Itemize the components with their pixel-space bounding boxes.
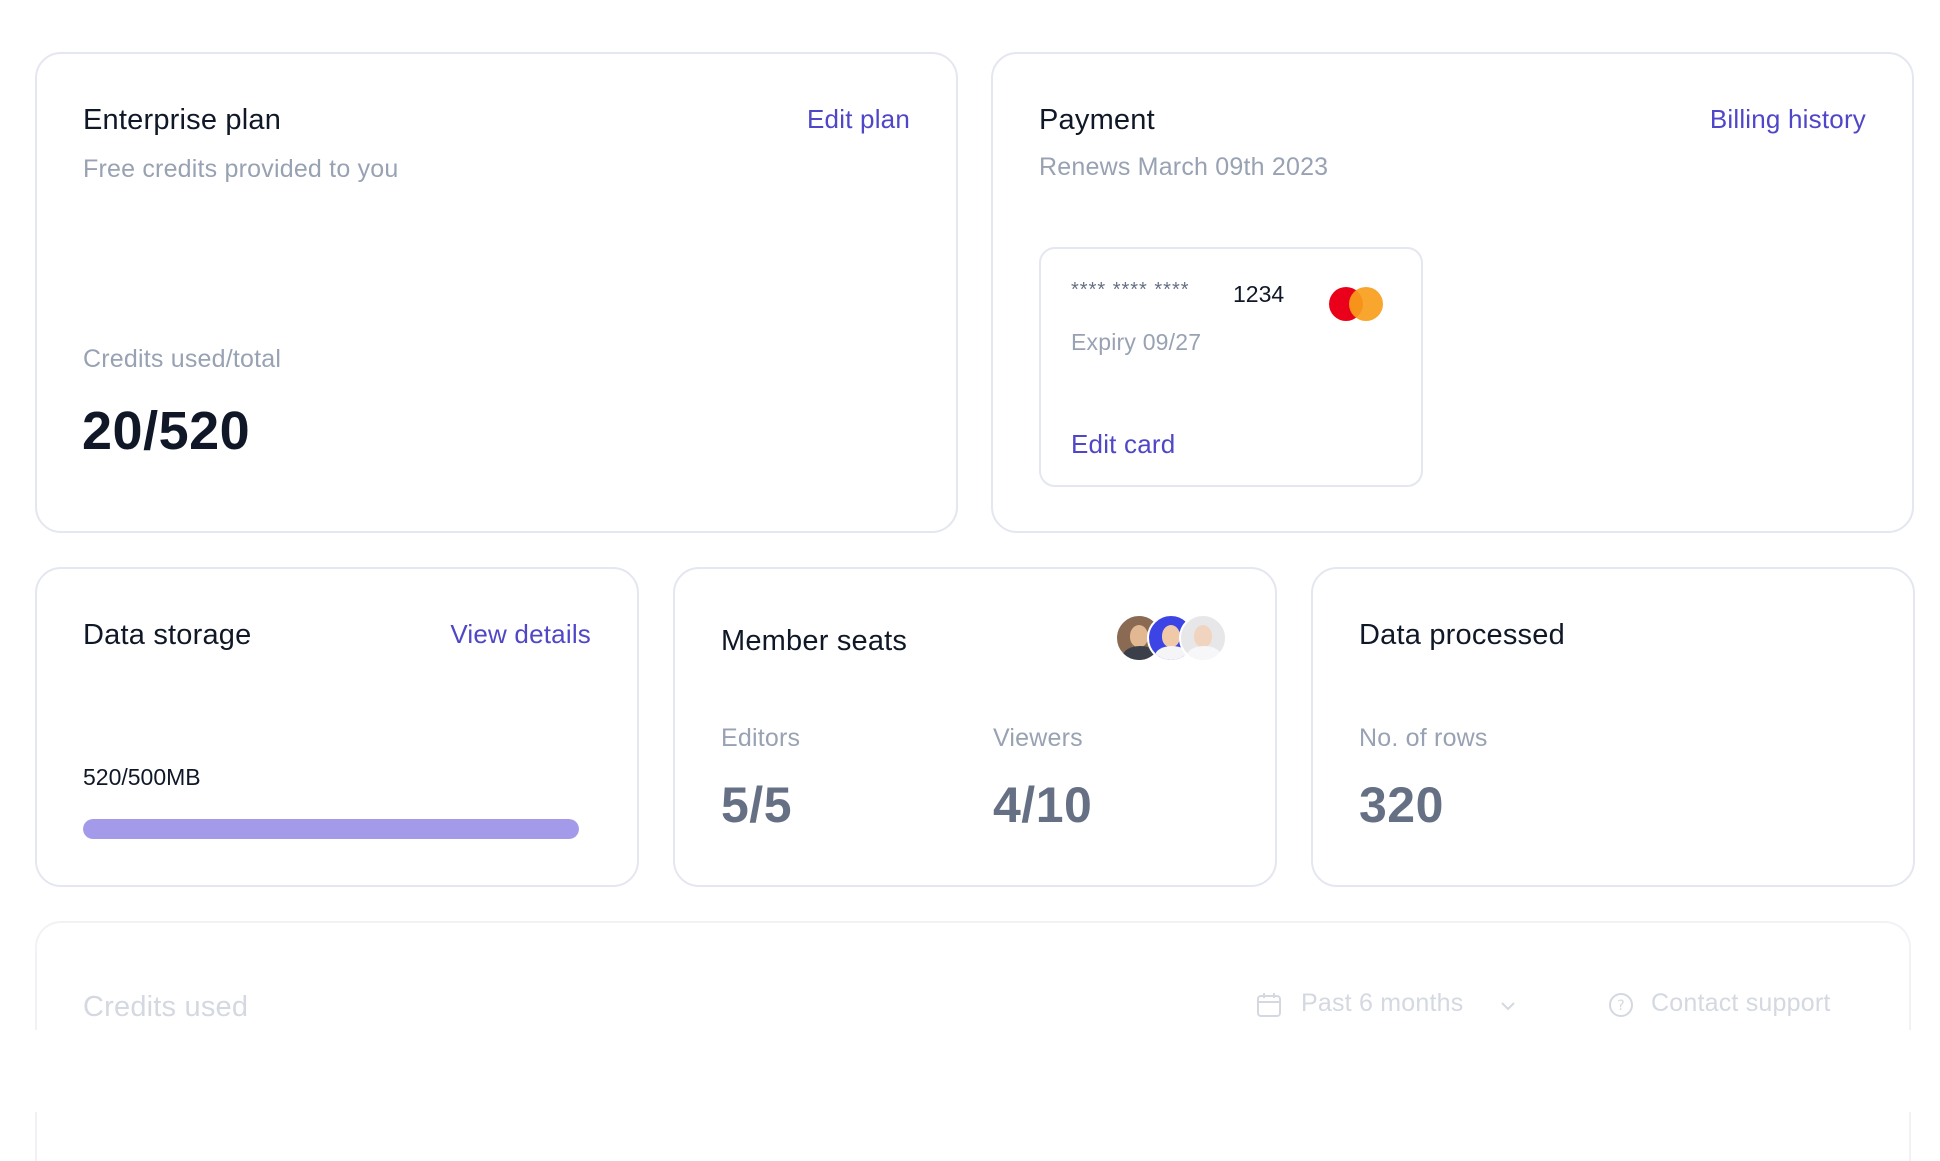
- storage-progress-bar: [83, 819, 579, 839]
- storage-usage: 520/500MB: [83, 764, 201, 790]
- credit-card: **** **** **** 1234 Expiry 09/27 Edit ca…: [1039, 247, 1423, 487]
- viewers-value: 4/10: [993, 777, 1093, 833]
- bottom-fade: [0, 1030, 1940, 1112]
- storage-title: Data storage: [83, 619, 252, 651]
- member-avatars[interactable]: [1115, 614, 1235, 664]
- processed-card: Data processed No. of rows 320: [1311, 567, 1915, 887]
- card-expiry: Expiry 09/27: [1071, 329, 1202, 355]
- payment-card: Payment Billing history Renews March 09t…: [991, 52, 1914, 533]
- card-last4: 1234: [1233, 281, 1285, 307]
- edit-card-link[interactable]: Edit card: [1071, 429, 1176, 459]
- view-details-link[interactable]: View details: [450, 619, 591, 649]
- date-range-label: Past 6 months: [1301, 989, 1464, 1017]
- editors-label: Editors: [721, 724, 801, 752]
- help-circle-icon: ?: [1609, 993, 1633, 1017]
- mastercard-icon: [1329, 287, 1385, 323]
- svg-text:?: ?: [1617, 998, 1624, 1014]
- contact-support-label: Contact support: [1651, 989, 1831, 1017]
- editors-value: 5/5: [721, 777, 793, 833]
- edit-plan-link[interactable]: Edit plan: [807, 104, 910, 134]
- date-range-select[interactable]: Past 6 months: [1255, 989, 1555, 1025]
- plan-title: Enterprise plan: [83, 104, 282, 136]
- plan-subtitle: Free credits provided to you: [83, 155, 399, 183]
- storage-progress-fill: [83, 819, 579, 839]
- seats-card: Member seats Editors 5/5 Viewers 4/10: [673, 567, 1277, 887]
- rows-label: No. of rows: [1359, 724, 1488, 752]
- credits-label: Credits used/total: [83, 345, 282, 373]
- plan-card: Enterprise plan Edit plan Free credits p…: [35, 52, 958, 533]
- seats-title: Member seats: [721, 625, 908, 657]
- payment-title: Payment: [1039, 104, 1155, 136]
- calendar-icon: [1257, 993, 1281, 1017]
- storage-card: Data storage View details 520/500MB: [35, 567, 639, 887]
- credits-value: 20/520: [82, 401, 251, 461]
- chevron-down-icon: [1501, 1002, 1515, 1011]
- viewers-label: Viewers: [993, 724, 1083, 752]
- avatar: [1179, 614, 1227, 662]
- card-masked-number: **** **** ****: [1071, 279, 1190, 301]
- renews-text: Renews March 09th 2023: [1039, 153, 1329, 181]
- credits-used-title: Credits used: [83, 991, 249, 1023]
- billing-history-link[interactable]: Billing history: [1709, 104, 1866, 134]
- contact-support-button[interactable]: ? Contact support: [1607, 989, 1867, 1025]
- rows-value: 320: [1359, 777, 1444, 833]
- processed-title: Data processed: [1359, 619, 1565, 651]
